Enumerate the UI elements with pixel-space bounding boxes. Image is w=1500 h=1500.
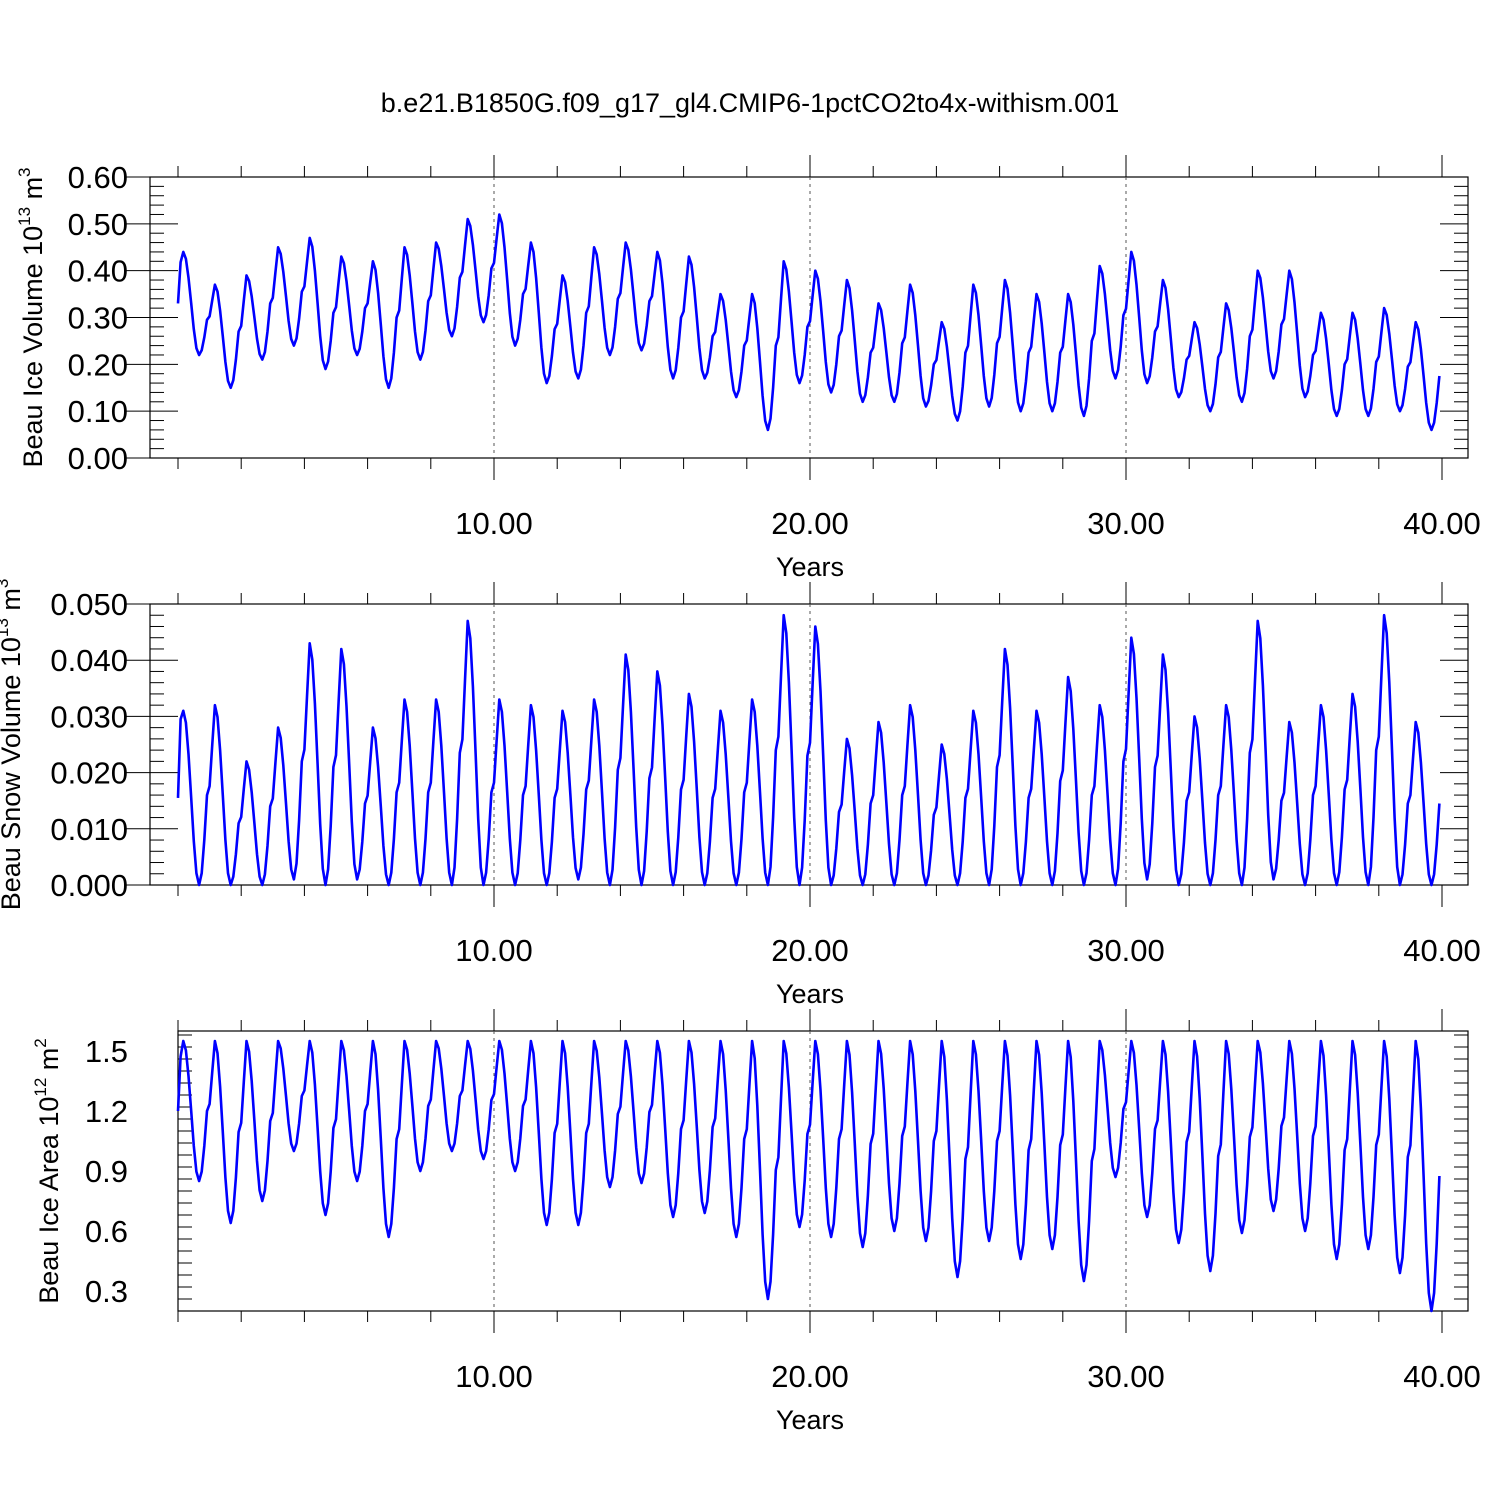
x-axis-title: Years (776, 1405, 844, 1435)
plot-frame (177, 1030, 1469, 1312)
y-axis-title: Beau Snow Volume 1013 m3 (0, 579, 26, 911)
chart-panel-2: 10.00 20.00 30.00 40.00 Years 0.000 0.010 0.020… (0, 579, 1481, 1009)
x-tick-label: 10.00 (455, 1359, 533, 1394)
x-tick-label: 30.00 (1087, 933, 1165, 968)
x-tick-label: 10.00 (455, 506, 533, 541)
y-axis-title: Beau Ice Volume 1013 m3 (15, 167, 48, 467)
y-tick-label: 0.10 (68, 394, 128, 429)
y-tick-label: 0.9 (85, 1154, 128, 1189)
x-axis-title: Years (776, 552, 844, 582)
y-tick-label: 0.010 (50, 812, 128, 847)
series-line (176, 213, 1441, 432)
y-tick-label: 0.20 (68, 347, 128, 382)
y-axis-title: Beau Ice Area 1012 m2 (31, 1038, 64, 1304)
x-tick-label: 20.00 (771, 506, 849, 541)
x-tick-label: 10.00 (455, 933, 533, 968)
series-line (176, 1039, 1441, 1313)
chart-panel-3: 10.00 20.00 30.00 40.00 Years 0.3 0.6 0.9 1.2 1.5… (31, 1009, 1481, 1435)
series-line (176, 613, 1441, 887)
y-tick-label: 0.6 (85, 1214, 128, 1249)
y-tick-label: 0.020 (50, 756, 128, 791)
x-tick-label: 20.00 (771, 933, 849, 968)
chart-title: b.e21.B1850G.f09_g17_gl4.CMIP6-1pctCO2to… (381, 88, 1119, 118)
x-axis-title: Years (776, 979, 844, 1009)
x-tick-label: 40.00 (1403, 1359, 1481, 1394)
y-tick-label: 0.30 (68, 301, 128, 336)
panels: 10.00 20.00 30.00 40.00 Years 0.00 0.10 0.20 0.3… (0, 155, 1481, 1435)
y-tick-label: 1.5 (85, 1034, 128, 1069)
y-tick-label: 0.040 (50, 643, 128, 678)
y-tick-label: 0.030 (50, 699, 128, 734)
y-tick-label: 0.3 (85, 1274, 128, 1309)
y-tick-label: 0.00 (68, 441, 128, 476)
chart-panel-1: 10.00 20.00 30.00 40.00 Years 0.00 0.10 0.20 0.3… (15, 155, 1481, 582)
y-tick-label: 0.050 (50, 587, 128, 622)
x-tick-label: 30.00 (1087, 1359, 1165, 1394)
plot-frame (149, 176, 1469, 459)
y-tick-label: 0.40 (68, 254, 128, 289)
x-tick-label: 40.00 (1403, 506, 1481, 541)
y-tick-label: 0.50 (68, 207, 128, 242)
plot-frame (149, 603, 1469, 886)
y-tick-label: 1.2 (85, 1094, 128, 1129)
y-tick-label: 0.000 (50, 868, 128, 903)
y-tick-label: 0.60 (68, 160, 128, 195)
x-tick-label: 40.00 (1403, 933, 1481, 968)
x-tick-label: 30.00 (1087, 506, 1165, 541)
x-tick-label: 20.00 (771, 1359, 849, 1394)
